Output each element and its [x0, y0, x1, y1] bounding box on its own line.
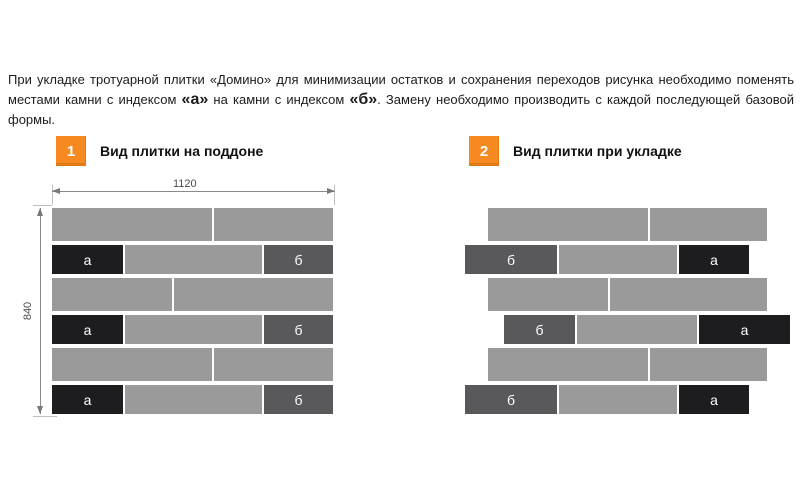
tile-gray [214, 208, 333, 241]
tile-a: а [52, 315, 123, 344]
intro-text-part2: на камни с индексом [208, 92, 350, 107]
tile-a: а [679, 245, 749, 274]
width-dimension-label: 1120 [173, 178, 197, 190]
extension-line [334, 185, 335, 205]
tile-a: а [699, 315, 790, 344]
tile-b: б [264, 245, 333, 274]
section-number-badge-2: 2 [469, 136, 499, 166]
width-dimension-line [52, 191, 335, 192]
tile-gray [650, 348, 767, 381]
tile-gray [52, 278, 172, 311]
tile-a: а [679, 385, 749, 414]
tile-gray [125, 315, 262, 344]
arrow-up-icon [37, 208, 43, 216]
height-dimension-line [40, 208, 41, 414]
intro-text-part3: . Замену необходимо производить с каждой… [8, 92, 794, 127]
tile-gray [650, 208, 767, 241]
extension-line [33, 205, 52, 206]
section-header-laying: 2 Вид плитки при укладке [469, 136, 682, 166]
tile-gray [125, 385, 262, 414]
tile-gray [488, 208, 648, 241]
section-title-laying: Вид плитки при укладке [513, 143, 682, 159]
tile-b: б [504, 315, 575, 344]
intro-text-part1: При укладке тротуарной плитки «Домино» д… [8, 72, 794, 107]
tile-gray [610, 278, 767, 311]
tile-gray [125, 245, 262, 274]
index-b-label: «б» [349, 91, 378, 108]
intro-paragraph: При укладке тротуарной плитки «Домино» д… [8, 70, 794, 130]
tile-gray [488, 348, 648, 381]
tile-gray [214, 348, 333, 381]
tile-gray [52, 208, 212, 241]
extension-line [52, 185, 53, 205]
section-number-badge-1: 1 [56, 136, 86, 166]
section-header-pallet: 1 Вид плитки на поддоне [56, 136, 263, 166]
tile-a: а [52, 245, 123, 274]
tile-gray [559, 385, 677, 414]
tile-gray [559, 245, 677, 274]
tile-b: б [465, 385, 557, 414]
tile-b: б [465, 245, 557, 274]
section-title-pallet: Вид плитки на поддоне [100, 143, 264, 159]
tile-gray [174, 278, 333, 311]
index-a-label: «а» [181, 91, 209, 108]
tile-a: а [52, 385, 123, 414]
tile-b: б [264, 385, 333, 414]
tile-gray [52, 348, 212, 381]
tile-gray [488, 278, 608, 311]
extension-line [33, 416, 57, 417]
arrow-left-icon [52, 188, 60, 194]
tile-b: б [264, 315, 333, 344]
arrow-down-icon [37, 406, 43, 414]
arrow-right-icon [327, 188, 335, 194]
tile-gray [577, 315, 697, 344]
